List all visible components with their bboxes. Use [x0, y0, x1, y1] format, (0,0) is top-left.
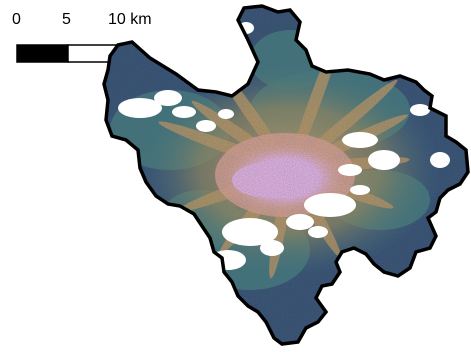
no-data-area-11: [222, 218, 278, 246]
no-data-area-0: [118, 98, 162, 118]
no-data-area-9: [286, 214, 314, 230]
no-data-area-17: [350, 185, 370, 195]
scale-tick-label-10-km: 10 km: [108, 11, 152, 28]
no-data-area-6: [368, 150, 400, 170]
scale-tick-label-5: 5: [62, 11, 71, 28]
region-boundary: [102, 4, 470, 346]
scale-bar-segment-black: [16, 44, 69, 63]
scale-bar: 0 5 10 km: [12, 11, 152, 63]
no-data-area-2: [172, 106, 196, 118]
no-data-area-14: [410, 104, 430, 116]
no-data-area-4: [218, 109, 234, 119]
no-data-area-13: [260, 240, 284, 256]
no-data-area-10: [308, 226, 328, 238]
no-data-area-3: [196, 120, 216, 132]
no-data-area-15: [430, 152, 450, 168]
scale-tick-label-0: 0: [12, 11, 21, 28]
no-data-area-5: [342, 132, 378, 148]
no-data-area-1: [154, 90, 182, 106]
no-data-area-7: [338, 164, 362, 176]
no-data-area-8: [304, 193, 356, 217]
